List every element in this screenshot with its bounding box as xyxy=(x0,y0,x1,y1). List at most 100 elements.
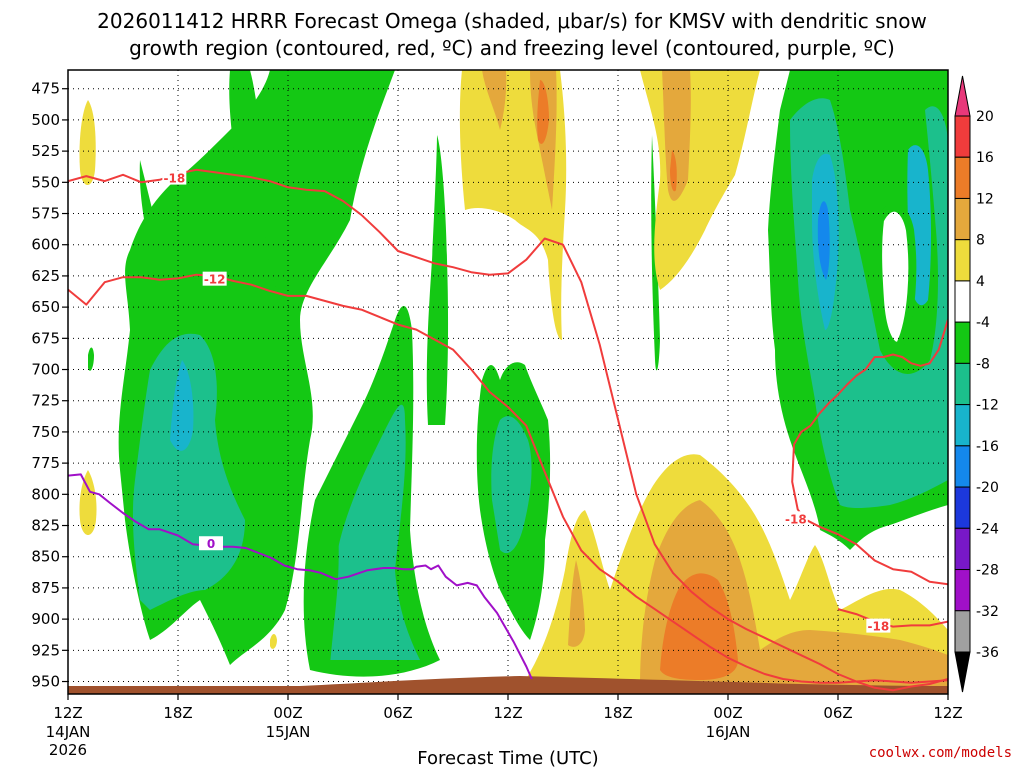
colorbar-swatch xyxy=(954,156,971,199)
contour-label-bg xyxy=(199,536,223,551)
colorbar-level-label: 8 xyxy=(976,233,985,249)
omega-area-green-strip xyxy=(229,70,282,310)
x-tick-label: 12Z xyxy=(933,704,962,722)
colorbar-swatch xyxy=(954,115,971,158)
omega-area-amber-right-upper xyxy=(662,70,691,201)
y-tick-label: 800 xyxy=(31,485,60,503)
contour-label-bg xyxy=(202,271,227,286)
contour-label: -18 xyxy=(785,512,807,526)
omega-area-white-hole xyxy=(878,207,913,346)
colorbar-level-label: 16 xyxy=(976,150,994,166)
omega-area-green-speck xyxy=(88,347,94,371)
colorbar-swatch xyxy=(954,280,971,323)
contour-line xyxy=(68,168,948,692)
x-tick-label: 06Z xyxy=(823,704,852,722)
colorbar-swatch xyxy=(954,569,971,612)
omega-area-orange-lower xyxy=(660,573,738,680)
colorbar-swatch xyxy=(954,445,971,488)
omega-area-cyan-mid xyxy=(491,416,532,554)
colorbar-level-label: 12 xyxy=(976,191,994,207)
y-tick-label: 725 xyxy=(31,392,60,410)
x-tick-label: 06Z xyxy=(383,704,412,722)
y-tick-label: 525 xyxy=(31,142,60,160)
colorbar-swatch xyxy=(954,610,971,653)
colorbar-level-label: -32 xyxy=(976,604,999,620)
x-tick-label: 18Z xyxy=(603,704,632,722)
y-tick-label: 700 xyxy=(31,361,60,379)
omega-area-green-wisp xyxy=(139,160,167,282)
omega-area-yellow-speck xyxy=(270,634,277,649)
contour-line xyxy=(791,319,948,586)
x-year-label: 2026 xyxy=(49,741,87,759)
contour-label: -18 xyxy=(163,172,185,186)
omega-area-blue-right xyxy=(817,201,830,280)
contour-label: -12 xyxy=(204,273,226,287)
credit-text: coolwx.com/models xyxy=(869,745,1012,761)
omega-area-amber-lower2 xyxy=(568,560,585,647)
colorbar-level-label: 20 xyxy=(976,109,994,125)
terrain-ground-bump xyxy=(300,676,948,694)
y-tick-label: 775 xyxy=(31,454,60,472)
colorbar: 20 16 12 8 4 -4 -8 -12 -16 -20 -24 -28 -32 -36 xyxy=(954,75,999,693)
y-tick-label: 600 xyxy=(31,236,60,254)
contour-label: 0 xyxy=(207,537,215,551)
x-tick-label: 12Z xyxy=(493,704,522,722)
y-tick-label: 850 xyxy=(31,548,60,566)
contour-labels: -18 -12 -18 -18 0 xyxy=(162,170,891,634)
y-tick-label: 750 xyxy=(31,423,60,441)
y-tick-label: 625 xyxy=(31,267,60,285)
omega-area-amber-upper xyxy=(482,70,507,130)
colorbar-level-label: 4 xyxy=(976,274,985,290)
y-tick-label: 875 xyxy=(31,579,60,597)
contour-label: -18 xyxy=(867,620,889,634)
colorbar-level-label: -28 xyxy=(976,563,999,579)
contour-line xyxy=(68,473,533,680)
y-tick-label: 900 xyxy=(31,610,60,628)
colorbar-level-label: -36 xyxy=(976,645,999,661)
x-tick-label: 00Z xyxy=(273,704,302,722)
colorbar-swatch xyxy=(954,197,971,241)
contour-line xyxy=(837,608,948,628)
colorbar-swatch xyxy=(954,321,971,364)
contour-label-bg xyxy=(866,618,891,633)
y-axis: 475 500 525 550 575 600 625 650 675 700 725 750 775 8… xyxy=(31,80,68,691)
colorbar-level-label: -4 xyxy=(976,315,990,331)
omega-area-teal-left xyxy=(170,360,194,451)
y-tick-label: 825 xyxy=(31,517,60,535)
chart-title-line2: growth region (contoured, red, ºC) and f… xyxy=(129,36,895,60)
dotted-gridlines xyxy=(68,70,948,694)
colorbar-level-label: -16 xyxy=(976,439,999,455)
y-tick-label: 475 xyxy=(31,80,60,98)
omega-area-orange-upper xyxy=(537,80,549,144)
colorbar-bottom-triangle xyxy=(954,651,971,693)
colorbar-swatch xyxy=(954,239,971,282)
x-tick-label: 00Z xyxy=(713,704,742,722)
colorbar-swatch xyxy=(954,362,971,406)
x-tick-label: 12Z xyxy=(53,704,82,722)
colorbar-level-label: -12 xyxy=(976,398,999,414)
omega-shading xyxy=(79,70,948,694)
colorbar-level-label: -8 xyxy=(976,356,990,372)
y-tick-label: 575 xyxy=(31,205,60,223)
omega-area-orange-right-upper xyxy=(670,150,677,192)
contour-label-bg xyxy=(162,170,187,185)
x-date-label: 16JAN xyxy=(706,723,751,741)
y-tick-label: 650 xyxy=(31,298,60,316)
y-tick-label: 500 xyxy=(31,111,60,129)
colorbar-level-label: -20 xyxy=(976,480,999,496)
chart-title-line1: 2026011412 HRRR Forecast Omega (shaded, … xyxy=(97,9,927,33)
omega-area-yellow-spot1 xyxy=(79,470,97,535)
colorbar-swatch xyxy=(954,486,971,529)
y-tick-label: 550 xyxy=(31,173,60,191)
colorbar-top-triangle xyxy=(954,75,971,117)
x-date-label: 15JAN xyxy=(266,723,311,741)
y-tick-label: 925 xyxy=(31,641,60,659)
omega-area-green-pillar xyxy=(426,135,449,425)
y-tick-label: 675 xyxy=(31,329,60,347)
contour-lines xyxy=(68,168,948,692)
x-tick-label: 18Z xyxy=(163,704,192,722)
colorbar-level-label: -24 xyxy=(976,521,999,537)
x-axis-label: Forecast Time (UTC) xyxy=(417,748,598,768)
